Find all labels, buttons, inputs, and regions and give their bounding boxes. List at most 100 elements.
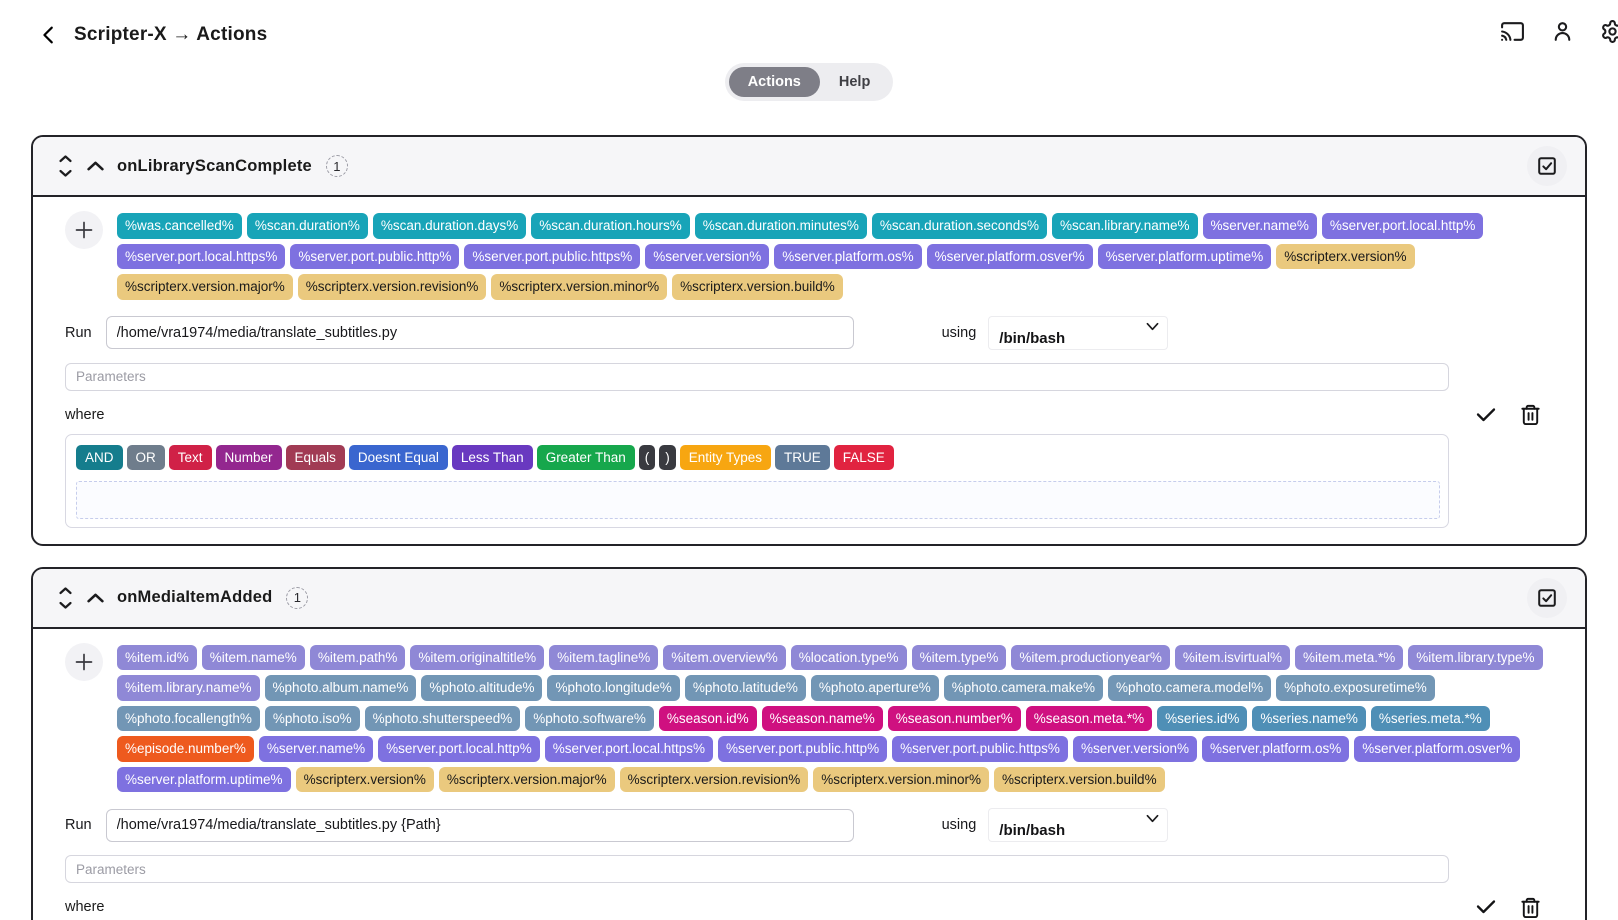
- add-action-button[interactable]: [65, 211, 103, 249]
- variable-tag[interactable]: %server.platform.osver%: [1354, 736, 1521, 762]
- condition-button-or[interactable]: OR: [126, 444, 165, 470]
- variable-tag[interactable]: %photo.camera.model%: [1108, 675, 1272, 701]
- variable-tag[interactable]: %item.name%: [201, 644, 305, 671]
- condition-button-and[interactable]: AND: [76, 444, 123, 470]
- variable-tag[interactable]: %photo.album.name%: [264, 675, 417, 701]
- variable-tag[interactable]: %season.meta.*%: [1025, 705, 1153, 732]
- variable-tag[interactable]: %photo.altitude%: [421, 675, 543, 701]
- script-path-input[interactable]: [105, 808, 854, 842]
- variable-tag[interactable]: %server.version%: [645, 243, 770, 270]
- variable-tag[interactable]: %server.port.public.http%: [290, 243, 460, 270]
- variable-tag[interactable]: %series.name%: [1252, 705, 1366, 732]
- variable-tag[interactable]: %server.port.public.https%: [464, 243, 641, 270]
- enabled-checkbox[interactable]: [1527, 577, 1567, 618]
- save-check-icon[interactable]: [1473, 894, 1499, 920]
- condition-button-doesnt-equal[interactable]: Doesnt Equal: [348, 444, 448, 470]
- variable-tag[interactable]: %scripterx.version.minor%: [491, 274, 668, 300]
- variable-tag[interactable]: %episode.number%: [117, 736, 254, 762]
- variable-tag[interactable]: %scripterx.version.major%: [438, 766, 615, 793]
- condition-button-true[interactable]: TRUE: [775, 444, 830, 470]
- variable-tag[interactable]: %was.cancelled%: [117, 213, 242, 239]
- variable-tag[interactable]: %scripterx.version.major%: [117, 274, 293, 300]
- variable-tag[interactable]: %item.library.name%: [117, 675, 260, 701]
- collapse-chevron-icon[interactable]: [83, 154, 107, 178]
- variable-tag[interactable]: %photo.focallength%: [117, 705, 260, 732]
- condition-button-entity-types[interactable]: Entity Types: [679, 444, 772, 470]
- variable-tag[interactable]: %season.id%: [658, 705, 757, 732]
- variable-tag[interactable]: %server.port.public.http%: [718, 736, 888, 762]
- tab-actions[interactable]: Actions: [728, 67, 820, 97]
- condition-button-false[interactable]: FALSE: [833, 444, 894, 470]
- condition-button-open-paren[interactable]: (: [638, 444, 656, 470]
- variable-tag[interactable]: %server.name%: [1202, 213, 1317, 239]
- variable-tag[interactable]: %item.originaltitle%: [410, 644, 545, 671]
- variable-tag[interactable]: %location.type%: [790, 644, 907, 671]
- delete-trash-icon[interactable]: [1517, 402, 1543, 428]
- condition-button-greater-than[interactable]: Greater Than: [536, 444, 635, 470]
- variable-tag[interactable]: %scan.duration.hours%: [531, 213, 690, 239]
- variable-tag[interactable]: %server.port.local.http%: [378, 736, 540, 762]
- variable-tag[interactable]: %photo.shutterspeed%: [364, 705, 521, 732]
- condition-button-less-than[interactable]: Less Than: [451, 444, 533, 470]
- variable-tag[interactable]: %scripterx.version.revision%: [619, 766, 809, 793]
- reorder-handle-icon[interactable]: [53, 586, 77, 610]
- variable-tag[interactable]: %item.path%: [309, 644, 406, 671]
- variable-tag[interactable]: %photo.latitude%: [684, 675, 806, 701]
- parameters-input[interactable]: [65, 855, 1449, 884]
- variable-tag[interactable]: %item.productionyear%: [1011, 644, 1170, 671]
- variable-tag[interactable]: %item.library.type%: [1408, 644, 1543, 671]
- settings-icon[interactable]: [1600, 18, 1618, 44]
- variable-tag[interactable]: %scan.duration.days%: [372, 213, 527, 239]
- variable-tag[interactable]: %server.port.local.https%: [117, 243, 286, 270]
- condition-button-number[interactable]: Number: [215, 444, 282, 470]
- reorder-handle-icon[interactable]: [53, 154, 77, 178]
- variable-tag[interactable]: %server.platform.uptime%: [1097, 243, 1272, 270]
- variable-tag[interactable]: %scan.duration.seconds%: [871, 213, 1047, 239]
- cast-icon[interactable]: [1500, 18, 1526, 44]
- condition-drop-zone[interactable]: [76, 480, 1440, 519]
- variable-tag[interactable]: %photo.aperture%: [810, 675, 939, 701]
- variable-tag[interactable]: %season.name%: [761, 705, 883, 732]
- variable-tag[interactable]: %server.platform.osver%: [926, 243, 1093, 270]
- variable-tag[interactable]: %server.platform.uptime%: [117, 766, 291, 793]
- variable-tag[interactable]: %scan.duration.minutes%: [694, 213, 867, 239]
- condition-button-text[interactable]: Text: [168, 444, 212, 470]
- variable-tag[interactable]: %scripterx.version.build%: [672, 274, 843, 300]
- variable-tag[interactable]: %scripterx.version%: [1276, 243, 1415, 270]
- shell-select[interactable]: /bin/bash: [988, 808, 1169, 843]
- condition-button-equals[interactable]: Equals: [285, 444, 345, 470]
- variable-tag[interactable]: %photo.exposuretime%: [1276, 675, 1435, 701]
- variable-tag[interactable]: %server.port.local.https%: [544, 736, 714, 762]
- script-path-input[interactable]: [105, 316, 854, 350]
- variable-tag[interactable]: %server.platform.os%: [774, 243, 922, 270]
- variable-tag[interactable]: %item.meta.*%: [1294, 644, 1404, 671]
- variable-tag[interactable]: %series.meta.*%: [1370, 705, 1490, 732]
- variable-tag[interactable]: %scripterx.version.minor%: [813, 766, 990, 793]
- variable-tag[interactable]: %item.isvirtual%: [1174, 644, 1290, 671]
- delete-trash-icon[interactable]: [1517, 894, 1543, 920]
- variable-tag[interactable]: %server.version%: [1072, 736, 1197, 762]
- variable-tag[interactable]: %photo.camera.make%: [943, 675, 1104, 701]
- save-check-icon[interactable]: [1473, 402, 1499, 428]
- variable-tag[interactable]: %scan.duration%: [246, 213, 368, 239]
- variable-tag[interactable]: %scripterx.version.build%: [994, 766, 1165, 793]
- enabled-checkbox[interactable]: [1527, 146, 1567, 186]
- variable-tag[interactable]: %series.id%: [1157, 705, 1248, 732]
- variable-tag[interactable]: %item.id%: [117, 644, 197, 671]
- variable-tag[interactable]: %scripterx.version.revision%: [297, 274, 487, 300]
- variable-tag[interactable]: %item.type%: [911, 644, 1007, 671]
- collapse-chevron-icon[interactable]: [83, 586, 107, 610]
- variable-tag[interactable]: %server.port.local.http%: [1321, 213, 1484, 239]
- shell-select[interactable]: /bin/bash: [988, 315, 1169, 350]
- variable-tag[interactable]: %scan.library.name%: [1051, 213, 1198, 239]
- user-icon[interactable]: [1550, 18, 1576, 44]
- variable-tag[interactable]: %item.tagline%: [549, 644, 659, 671]
- add-action-button[interactable]: [65, 642, 103, 681]
- parameters-input[interactable]: [65, 362, 1449, 391]
- condition-button-close-paren[interactable]: ): [659, 444, 676, 470]
- variable-tag[interactable]: %scripterx.version%: [295, 766, 434, 793]
- variable-tag[interactable]: %server.name%: [258, 736, 374, 762]
- variable-tag[interactable]: %season.number%: [887, 705, 1021, 732]
- variable-tag[interactable]: %server.platform.os%: [1201, 736, 1350, 762]
- variable-tag[interactable]: %photo.longitude%: [547, 675, 680, 701]
